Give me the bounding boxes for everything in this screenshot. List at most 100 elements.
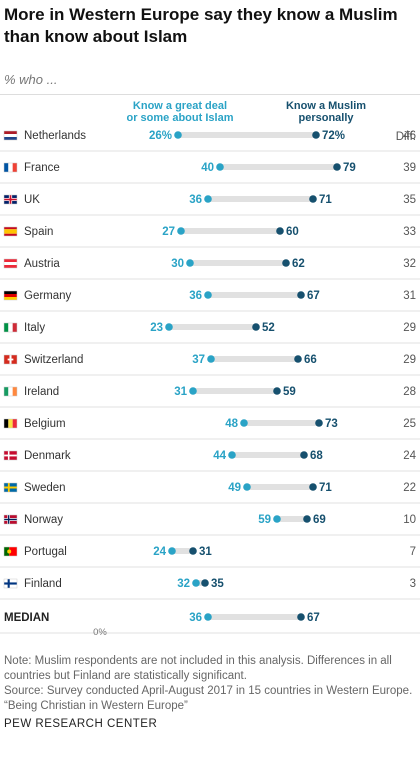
muslim-dot: [189, 547, 197, 555]
muslim-dot: [252, 323, 260, 331]
islam-value-label: 24: [153, 546, 166, 558]
country-label: Italy: [24, 322, 45, 334]
islam-dot: [165, 323, 173, 331]
muslim-value-label: 60: [286, 226, 299, 238]
belgium-flag-part: [4, 419, 9, 428]
islam-value-label: 30: [171, 258, 184, 270]
muslim-dot: [312, 131, 320, 139]
muslim-value-label: 67: [307, 290, 320, 302]
muslim-value-label: 35: [211, 578, 224, 590]
muslim-value-label: 52: [262, 322, 275, 334]
muslim-value-label: 66: [304, 354, 317, 366]
islam-dot: [240, 419, 248, 427]
islam-dot: [168, 547, 176, 555]
country-label: Netherlands: [24, 130, 86, 142]
islam-value-label: 36: [189, 612, 202, 624]
islam-dot: [186, 259, 194, 267]
country-label: Finland: [24, 578, 62, 590]
muslim-value-label: 67: [307, 612, 320, 624]
country-label: Belgium: [24, 418, 66, 430]
legend-islam-label: or some about Islam: [127, 112, 234, 124]
diff-value: 3: [410, 578, 416, 590]
country-label: Switzerland: [24, 354, 83, 366]
muslim-value-label: 79: [343, 162, 356, 174]
country-label: Austria: [24, 258, 60, 270]
islam-dot: [273, 515, 281, 523]
sweden-flag-part: [4, 486, 17, 489]
source-text: Source: Survey conducted April-August 20…: [4, 685, 413, 697]
muslim-value-label: 62: [292, 258, 305, 270]
muslim-value-label: 31: [199, 546, 212, 558]
diff-value: 39: [403, 162, 416, 174]
muslim-dot: [303, 515, 311, 523]
switzerland-flag-part: [7, 358, 14, 361]
italy-flag-part: [4, 323, 9, 332]
islam-value-label: 23: [150, 322, 163, 334]
portugal-flag-part: [7, 549, 12, 554]
muslim-value-label: 71: [319, 194, 332, 206]
diff-value: 31: [403, 290, 416, 302]
austria-flag-part: [4, 262, 17, 265]
muslim-dot: [297, 613, 305, 621]
germany-flag-icon: [3, 290, 18, 301]
notes-block: Note: Muslim respondents are not include…: [4, 654, 416, 714]
netherlands-flag-icon: [3, 130, 18, 141]
germany-flag-part: [4, 291, 17, 294]
median-label: MEDIAN: [4, 612, 49, 624]
islam-dot: [216, 163, 224, 171]
diff-value: 33: [403, 226, 416, 238]
switzerland-flag-icon: [3, 354, 18, 365]
finland-flag-icon: [3, 578, 18, 589]
spain-flag-icon: [3, 226, 18, 237]
muslim-dot: [300, 451, 308, 459]
ireland-flag-part: [8, 387, 13, 396]
belgium-flag-part: [8, 419, 13, 428]
netherlands-flag-part: [4, 134, 17, 137]
diff-header: Diff.: [396, 131, 416, 143]
muslim-dot: [201, 579, 209, 587]
islam-dot: [228, 451, 236, 459]
islam-dot: [204, 291, 212, 299]
chart-subtitle: % who ...: [4, 72, 58, 87]
legend-islam-label: Know a great deal: [133, 100, 227, 112]
austria-flag-part: [4, 265, 17, 268]
muslim-dot: [294, 355, 302, 363]
islam-value-label: 44: [213, 450, 226, 462]
country-label: Sweden: [24, 482, 66, 494]
islam-value-label: 37: [192, 354, 205, 366]
germany-flag-part: [4, 294, 17, 297]
diff-value: 29: [403, 354, 416, 366]
ireland-flag-part: [4, 387, 9, 396]
islam-value-label: 32: [177, 578, 190, 590]
muslim-dot: [333, 163, 341, 171]
diff-value: 7: [410, 546, 416, 558]
country-label: Norway: [24, 514, 63, 526]
islam-value-label: 40: [201, 162, 214, 174]
islam-value-label: 26%: [149, 130, 172, 142]
islam-dot: [177, 227, 185, 235]
portugal-flag-part: [9, 547, 17, 556]
muslim-dot: [282, 259, 290, 267]
muslim-dot: [309, 195, 317, 203]
muslim-value-label: 59: [283, 386, 296, 398]
denmark-flag-icon: [3, 450, 18, 461]
footer-brand: PEW RESEARCH CENTER: [4, 718, 158, 730]
country-label: Ireland: [24, 386, 59, 398]
france-flag-part: [4, 163, 9, 172]
country-label: Denmark: [24, 450, 71, 462]
chart-title: More in Western Europe say they know a M…: [4, 5, 398, 46]
norway-flag-part: [4, 518, 17, 521]
diff-value: 28: [403, 386, 416, 398]
muslim-dot: [309, 483, 317, 491]
muslim-dot: [315, 419, 323, 427]
diff-value: 29: [403, 322, 416, 334]
italy-flag-icon: [3, 322, 18, 333]
portugal-flag-icon: [3, 546, 18, 557]
italy-flag-part: [8, 323, 13, 332]
italy-flag-part: [12, 323, 17, 332]
ireland-flag-icon: [3, 386, 18, 397]
diff-value: 25: [403, 418, 416, 430]
belgium-flag-icon: [3, 418, 18, 429]
country-label: Germany: [24, 290, 72, 302]
